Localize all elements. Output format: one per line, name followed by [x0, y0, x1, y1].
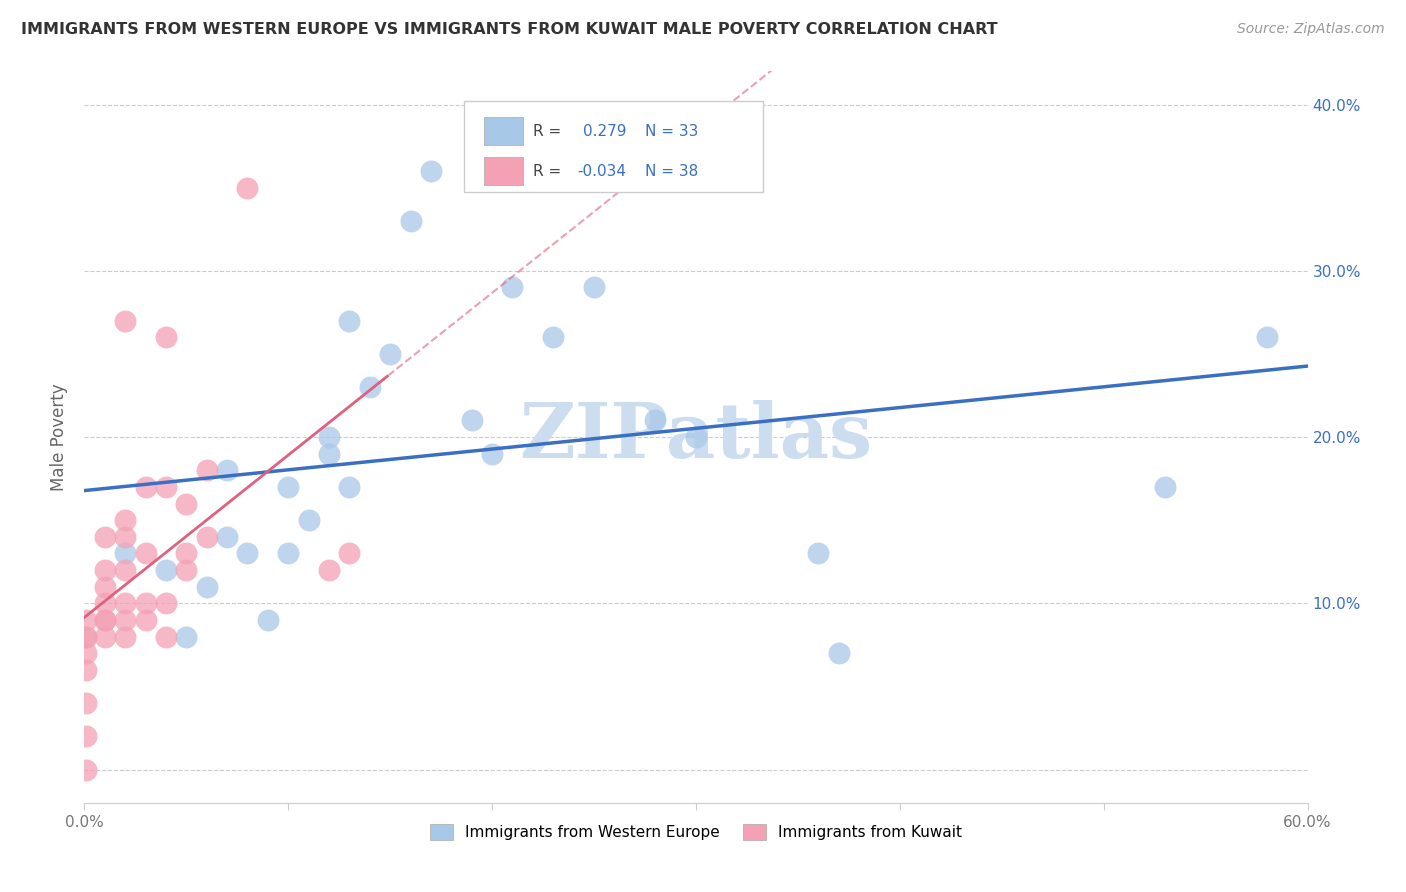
Point [461, 413, 484, 427]
Point [135, 596, 157, 610]
Point [93, 580, 115, 594]
Point [114, 613, 136, 627]
Text: ZIPatlas: ZIPatlas [519, 401, 873, 474]
Point [75, 696, 97, 710]
Point [174, 563, 197, 577]
Text: R =: R = [533, 124, 561, 139]
Point [93, 613, 115, 627]
Point [399, 214, 422, 228]
FancyBboxPatch shape [464, 101, 763, 192]
Point [75, 613, 97, 627]
Legend: Immigrants from Western Europe, Immigrants from Kuwait: Immigrants from Western Europe, Immigran… [423, 818, 969, 847]
Point [114, 314, 136, 328]
Point [195, 580, 218, 594]
Point [339, 480, 361, 494]
Point [318, 430, 340, 444]
Point [217, 530, 239, 544]
Point [155, 596, 177, 610]
Point [502, 280, 524, 294]
Point [359, 380, 381, 394]
Text: IMMIGRANTS FROM WESTERN EUROPE VS IMMIGRANTS FROM KUWAIT MALE POVERTY CORRELATIO: IMMIGRANTS FROM WESTERN EUROPE VS IMMIGR… [21, 22, 998, 37]
Point [339, 314, 361, 328]
Text: N = 38: N = 38 [644, 164, 697, 179]
Point [155, 480, 177, 494]
Point [75, 630, 97, 644]
Text: -0.034: -0.034 [578, 164, 626, 179]
Text: Source: ZipAtlas.com: Source: ZipAtlas.com [1237, 22, 1385, 37]
Point [685, 430, 707, 444]
Point [93, 530, 115, 544]
Point [135, 613, 157, 627]
Point [828, 646, 851, 660]
Point [75, 729, 97, 743]
Point [195, 530, 218, 544]
Point [114, 530, 136, 544]
Point [135, 480, 157, 494]
Point [380, 347, 402, 361]
Point [114, 546, 136, 560]
Text: 0.279: 0.279 [583, 124, 627, 139]
FancyBboxPatch shape [484, 117, 523, 145]
Point [543, 330, 565, 344]
Point [75, 763, 97, 777]
Point [135, 546, 157, 560]
Point [298, 513, 321, 527]
Point [155, 330, 177, 344]
Point [155, 630, 177, 644]
Y-axis label: Male Poverty: Male Poverty [51, 384, 69, 491]
Text: N = 33: N = 33 [644, 124, 697, 139]
Point [217, 463, 239, 477]
Point [277, 546, 299, 560]
Point [114, 563, 136, 577]
Point [93, 596, 115, 610]
Point [257, 613, 280, 627]
Point [155, 563, 177, 577]
Point [644, 413, 666, 427]
Point [114, 513, 136, 527]
FancyBboxPatch shape [484, 157, 523, 185]
Point [481, 447, 503, 461]
Point [114, 630, 136, 644]
Point [93, 563, 115, 577]
Point [1256, 330, 1278, 344]
Point [1154, 480, 1177, 494]
Point [420, 164, 443, 178]
Point [277, 480, 299, 494]
Point [318, 563, 340, 577]
Point [75, 663, 97, 677]
Point [318, 447, 340, 461]
Point [75, 646, 97, 660]
Point [93, 630, 115, 644]
Point [114, 596, 136, 610]
Point [174, 546, 197, 560]
Point [174, 630, 197, 644]
Point [93, 613, 115, 627]
Point [75, 630, 97, 644]
Text: R =: R = [533, 164, 561, 179]
Point [236, 180, 259, 194]
Point [195, 463, 218, 477]
Point [339, 546, 361, 560]
Point [236, 546, 259, 560]
Point [807, 546, 830, 560]
Point [583, 280, 606, 294]
Point [174, 497, 197, 511]
